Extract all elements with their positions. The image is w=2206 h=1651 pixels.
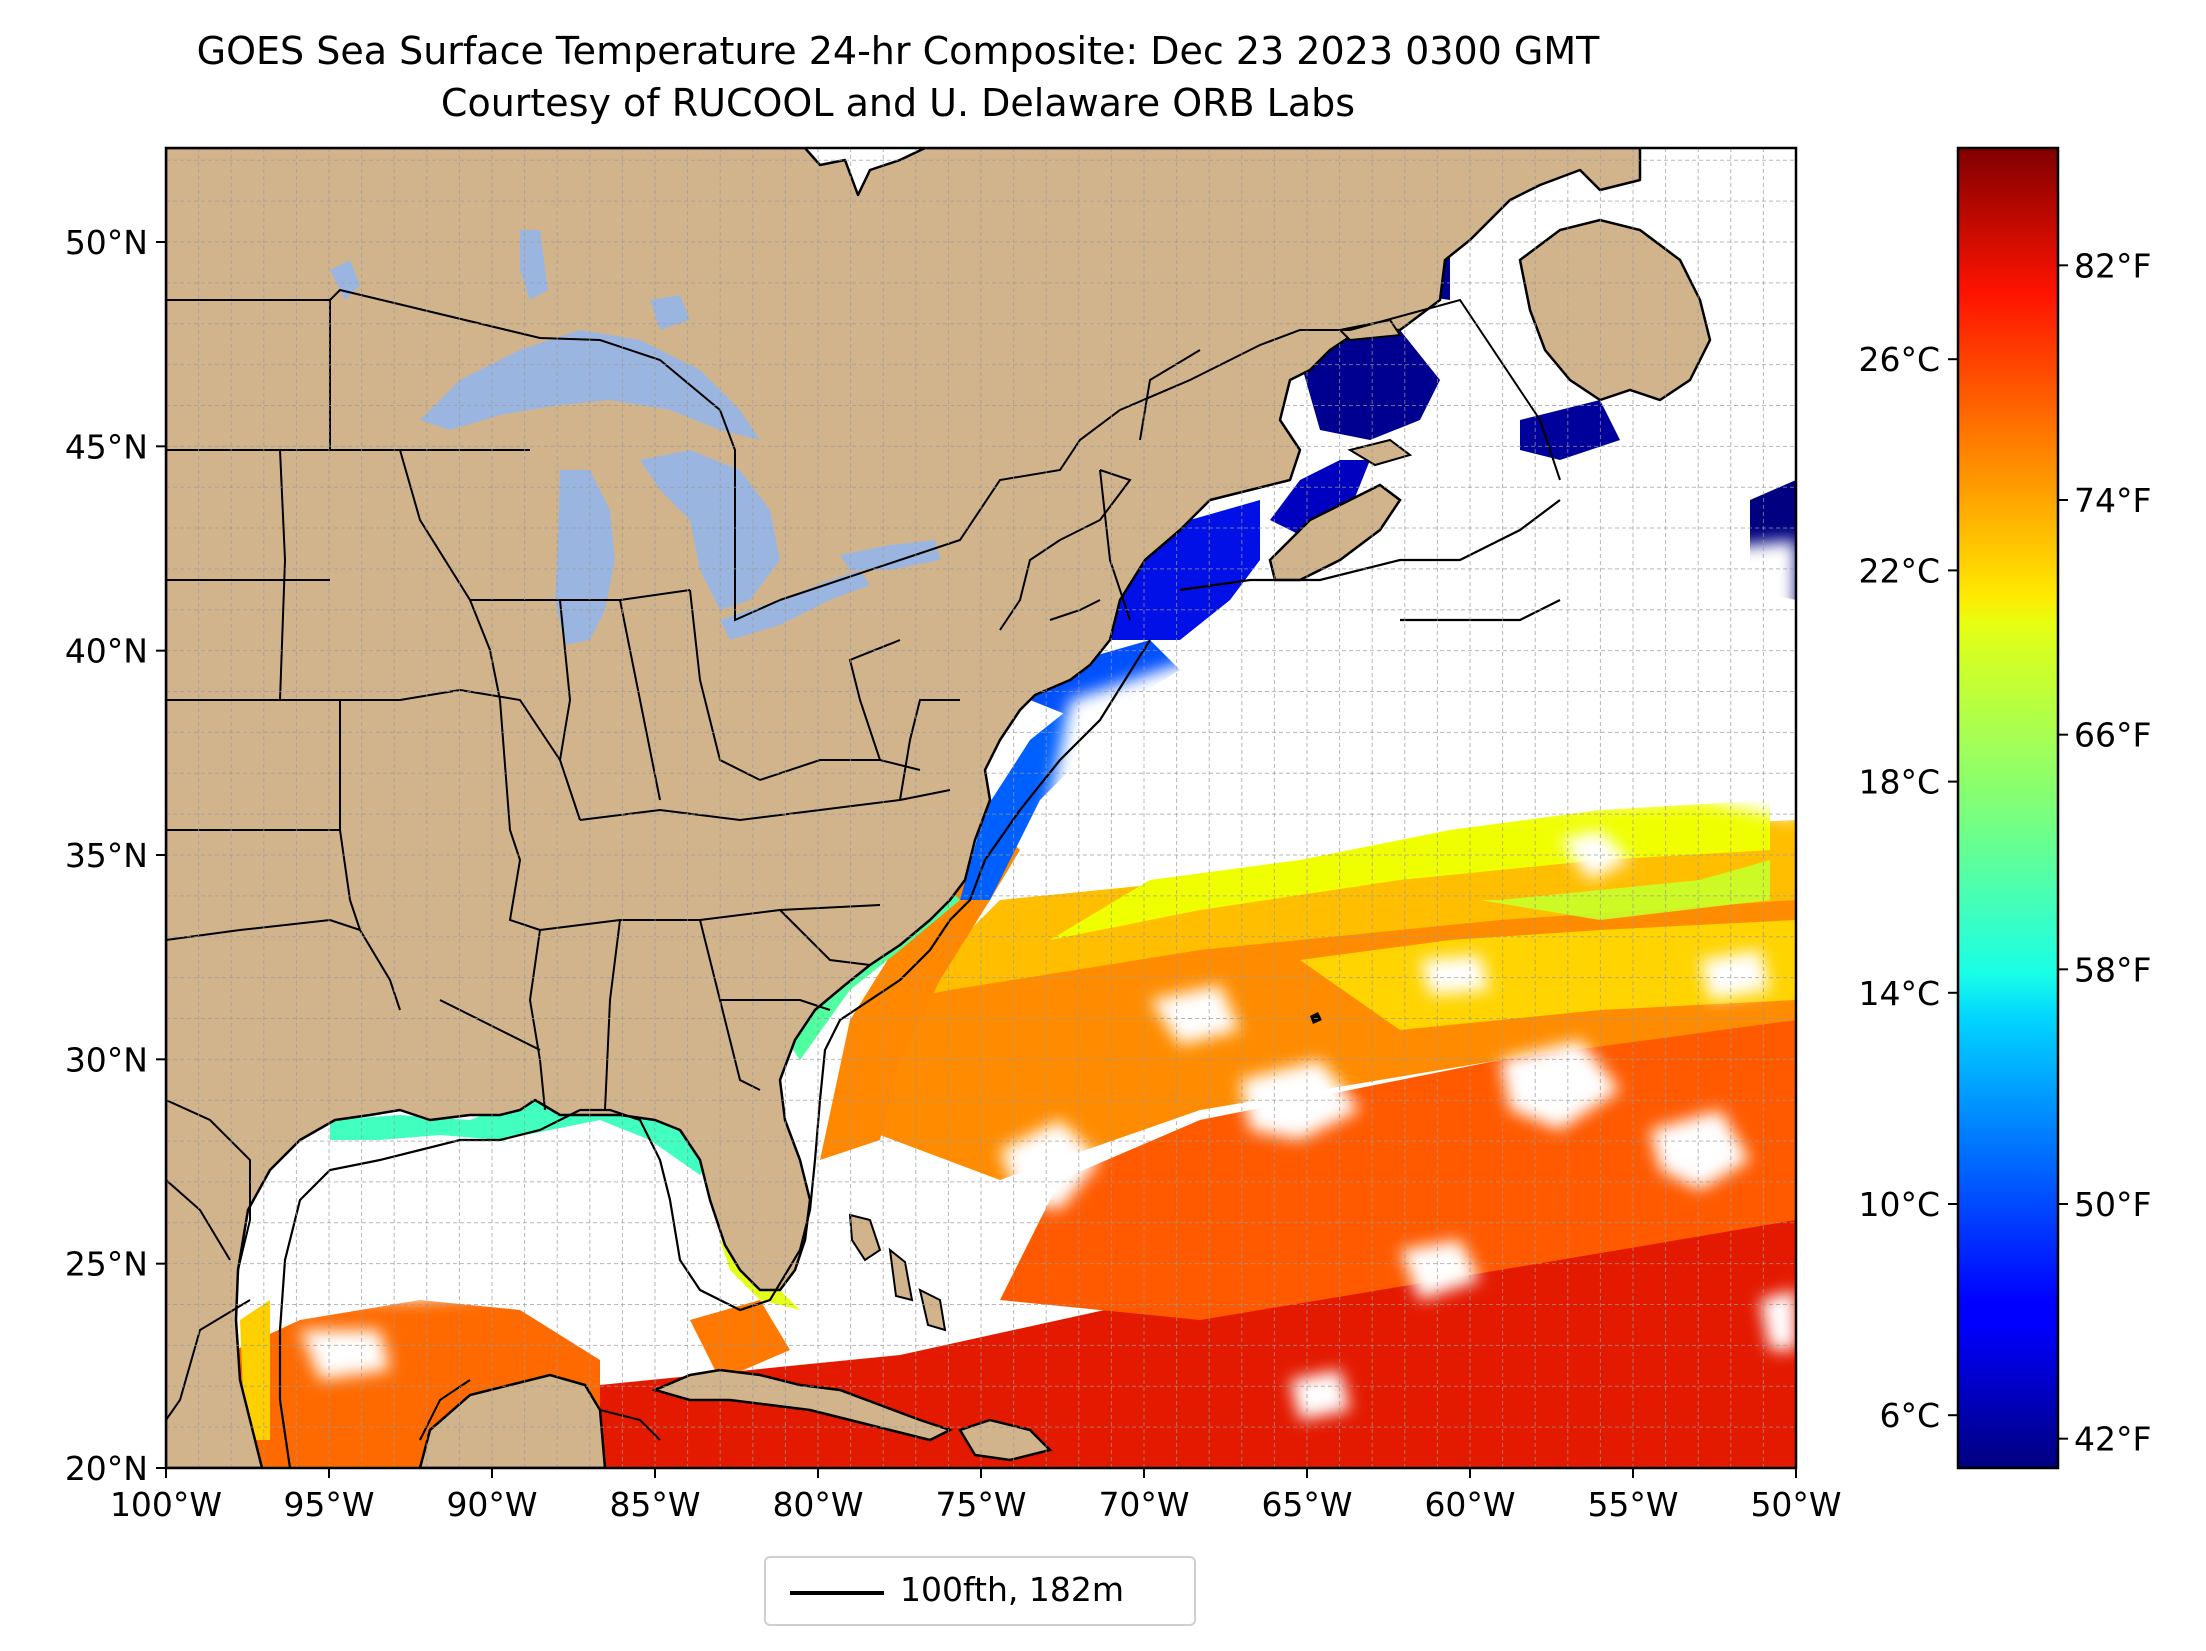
land-cuba — [651, 1368, 954, 1442]
lon-tick-label: 75°W — [935, 1485, 1026, 1524]
lat-tick-label: 35°N — [65, 836, 148, 875]
sst-gulf-stream-orange — [820, 830, 1020, 1160]
lon-tick-label: 85°W — [609, 1485, 700, 1524]
land-bahamas-1 — [848, 1213, 882, 1262]
lat-tick-label: 45°N — [65, 427, 148, 466]
celsius-tick-label: 6°C — [1879, 1396, 1940, 1435]
lake-superior — [420, 330, 760, 440]
celsius-tick-label: 14°C — [1858, 974, 1940, 1013]
lat-tick-label: 40°N — [65, 632, 148, 671]
gap-8 — [1420, 955, 1490, 995]
lon-tick-label: 70°W — [1098, 1485, 1189, 1524]
lat-tick-label: 25°N — [65, 1245, 148, 1284]
lake-nipigon — [650, 295, 690, 330]
lon-tick-label: 50°W — [1750, 1485, 1841, 1524]
land-yucatan — [418, 1373, 607, 1468]
gap-9 — [260, 1150, 690, 1300]
fahrenheit-tick-label: 74°F — [2074, 481, 2151, 520]
lake-lotw — [330, 260, 360, 300]
state-borders — [166, 288, 1561, 1441]
sst-atlantic-greenyellow — [1480, 860, 1770, 920]
map-subtitle: Courtesy of RUCOOL and U. Delaware ORB L… — [440, 81, 1356, 125]
celsius-tick-label: 10°C — [1858, 1185, 1940, 1224]
land-north-america — [166, 148, 1642, 1468]
map-gridlines — [166, 148, 1796, 1468]
lon-tick-label: 95°W — [283, 1485, 374, 1524]
lon-tick-label: 60°W — [1424, 1485, 1515, 1524]
lake-ontario — [840, 540, 940, 570]
fahrenheit-tick-label: 42°F — [2074, 1420, 2151, 1459]
lake-erie — [720, 570, 870, 640]
sst-nj-blue — [1030, 640, 1180, 720]
gap-4 — [1500, 1040, 1620, 1130]
sst-gulf-maine-blue — [1110, 500, 1260, 640]
lat-tick-label: 30°N — [65, 1040, 148, 1079]
legend-isobath-line — [790, 1591, 884, 1595]
land-bahamas-3 — [918, 1288, 947, 1332]
colorbar-celsius-axis: 6°C 10°C 14°C 18°C 22°C 26°C — [1858, 340, 1958, 1435]
lon-tick-label: 80°W — [772, 1485, 863, 1524]
sst-newfoundland-south-navy — [1520, 400, 1620, 460]
latitude-axis: 20°N 25°N 30°N 35°N 40°N 45°N 50°N — [65, 223, 166, 1488]
map-title: GOES Sea Surface Temperature 24-hr Compo… — [196, 29, 1600, 73]
lake-huron — [640, 450, 780, 610]
map-area — [166, 148, 1796, 1468]
sst-sargasso-yellow — [1300, 920, 1796, 1030]
map-legend: 100fth, 182m — [764, 1556, 1196, 1626]
sst-gulf-st-lawrence-navy — [1300, 330, 1440, 440]
cloud-gaps — [260, 540, 1796, 1420]
gap-6 — [1400, 1240, 1480, 1300]
lake-michigan — [555, 470, 615, 645]
gap-10 — [300, 1330, 390, 1380]
celsius-tick-label: 26°C — [1858, 340, 1940, 379]
gap-13 — [1290, 1370, 1350, 1420]
colorbar — [1956, 146, 2060, 1470]
fahrenheit-tick-label: 50°F — [2074, 1185, 2151, 1224]
sst-gulf-east-orange — [690, 1300, 790, 1380]
fahrenheit-tick-label: 66°F — [2074, 716, 2151, 755]
gap-11 — [1700, 950, 1770, 1000]
lat-tick-label: 20°N — [65, 1449, 148, 1488]
lat-tick-label: 50°N — [65, 223, 148, 262]
gap-2 — [1000, 1120, 1100, 1210]
lon-tick-label: 65°W — [1261, 1485, 1352, 1524]
land-bahamas-2 — [888, 1247, 914, 1302]
lon-tick-label: 100°W — [110, 1485, 222, 1524]
lon-tick-label: 90°W — [446, 1485, 537, 1524]
colorbar-fahrenheit-axis: 42°F 50°F 58°F 66°F 74°F 82°F — [2058, 246, 2151, 1459]
longitude-axis: 100°W 95°W 90°W 85°W 80°W 75°W 70°W 65°W 60°W 55°… — [110, 1468, 1842, 1524]
sst-nova-scotia-navy — [1270, 460, 1370, 540]
legend-isobath-label: 100fth, 182m — [900, 1570, 1124, 1609]
celsius-tick-label: 22°C — [1858, 551, 1940, 590]
lon-tick-label: 55°W — [1587, 1485, 1678, 1524]
sst-atlantic-yellow-orange — [900, 820, 1796, 1000]
gap-7 — [1150, 985, 1240, 1045]
fahrenheit-tick-label: 82°F — [2074, 246, 2151, 285]
gap-1 — [1040, 540, 1796, 850]
celsius-tick-label: 18°C — [1858, 763, 1940, 802]
gap-5 — [1650, 1110, 1750, 1190]
fahrenheit-tick-label: 58°F — [2074, 950, 2151, 989]
land-hispaniola — [958, 1418, 1053, 1462]
